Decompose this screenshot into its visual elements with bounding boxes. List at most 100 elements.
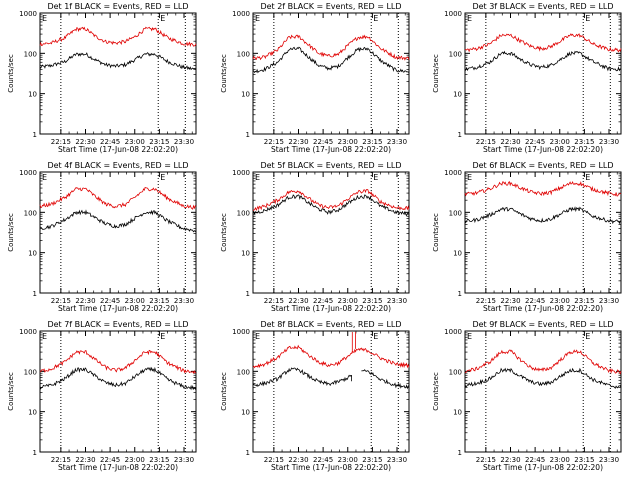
y-axis-label: Counts/sec: [7, 213, 15, 252]
detector-panel: Det 3f BLACK = Events, RED = LLD 1 10 100 10…: [432, 2, 622, 154]
y-tick-label: 1000: [19, 328, 37, 336]
events-series-line: [39, 209, 197, 233]
event-marker-label: E: [42, 332, 47, 341]
y-tick-label: 10: [453, 91, 462, 99]
x-axis-label: Start Time (17-Jun-08 22:02:20): [271, 463, 391, 472]
y-tick-label: 10: [241, 91, 250, 99]
event-marker-label: E: [373, 173, 378, 182]
x-tick-label: 22:30: [500, 138, 520, 146]
y-tick-label: 100: [449, 50, 462, 58]
events-series-line: [464, 206, 622, 225]
x-tick-label: 22:15: [264, 456, 284, 464]
x-tick-label: 22:30: [288, 456, 308, 464]
y-tick-label: 1000: [232, 10, 250, 18]
x-tick-label: 23:30: [599, 456, 619, 464]
plot-frame: [39, 12, 197, 135]
x-tick-label: 23:00: [338, 297, 358, 305]
y-tick-label: 10: [28, 409, 37, 417]
panel-title: Det 1f BLACK = Events, RED = LLD: [47, 2, 188, 11]
event-marker-label: E: [255, 14, 260, 23]
x-tick-label: 22:30: [500, 456, 520, 464]
x-tick-label: 22:45: [525, 297, 545, 305]
event-marker-label: E: [585, 332, 590, 341]
y-tick-label: 100: [449, 368, 462, 376]
x-tick-label: 22:30: [75, 456, 95, 464]
y-tick-label: 1: [458, 290, 462, 298]
x-tick-label: 23:15: [574, 297, 594, 305]
y-tick-label: 100: [24, 50, 37, 58]
plot-frame: [39, 171, 197, 294]
x-tick-label: 22:15: [476, 456, 496, 464]
x-axis-label: Start Time (17-Jun-08 22:02:20): [58, 463, 178, 472]
y-tick-label: 1: [246, 290, 250, 298]
x-tick-label: 23:15: [149, 297, 169, 305]
events-series-line: [464, 50, 622, 72]
y-axis-label: Counts/sec: [7, 372, 15, 411]
y-axis-label: Counts/sec: [220, 54, 228, 93]
x-axis-label: Start Time (17-Jun-08 22:02:20): [58, 145, 178, 154]
panel-title: Det 3f BLACK = Events, RED = LLD: [472, 2, 613, 11]
x-tick-label: 22:15: [51, 297, 71, 305]
x-tick-label: 22:15: [476, 297, 496, 305]
y-tick-label: 10: [241, 250, 250, 258]
x-tick-label: 23:30: [599, 138, 619, 146]
y-tick-label: 1: [458, 449, 462, 457]
y-tick-label: 100: [449, 209, 462, 217]
lld-series-line: [252, 188, 410, 212]
x-axis-label: Start Time (17-Jun-08 22:02:20): [271, 145, 391, 154]
y-axis-label: Counts/sec: [432, 213, 440, 252]
detector-panel: Det 7f BLACK = Events, RED = LLD 1 10 100 10…: [7, 320, 197, 472]
x-tick-label: 23:30: [387, 138, 407, 146]
events-series-line: [464, 367, 622, 389]
lld-series-line: [252, 34, 410, 61]
y-axis-label: Counts/sec: [432, 372, 440, 411]
y-tick-label: 1: [33, 290, 37, 298]
lld-series-line: [39, 186, 197, 210]
x-tick-label: 22:45: [525, 138, 545, 146]
y-tick-label: 1000: [444, 10, 462, 18]
y-tick-label: 10: [28, 91, 37, 99]
x-tick-label: 22:45: [525, 456, 545, 464]
x-tick-label: 22:15: [51, 138, 71, 146]
event-marker-label: E: [467, 332, 472, 341]
y-tick-label: 10: [453, 409, 462, 417]
event-marker-label: E: [373, 14, 378, 23]
panel-title: Det 8f BLACK = Events, RED = LLD: [260, 320, 401, 329]
y-tick-label: 1000: [19, 10, 37, 18]
x-tick-label: 23:00: [550, 297, 570, 305]
x-tick-label: 23:00: [125, 138, 145, 146]
detector-panel: Det 6f BLACK = Events, RED = LLD 1 10 100 10…: [432, 161, 622, 313]
x-tick-label: 23:30: [174, 138, 194, 146]
plot-frame: [39, 330, 197, 453]
x-tick-label: 23:00: [550, 138, 570, 146]
detector-panel: Det 9f BLACK = Events, RED = LLD 1 10 100 10…: [432, 320, 622, 472]
lld-series-line: [464, 33, 622, 53]
event-marker-label: E: [467, 14, 472, 23]
event-marker-label: E: [373, 332, 378, 341]
x-tick-label: 23:00: [338, 138, 358, 146]
x-axis-label: Start Time (17-Jun-08 22:02:20): [58, 304, 178, 313]
x-tick-label: 22:30: [75, 297, 95, 305]
panel-title: Det 4f BLACK = Events, RED = LLD: [47, 161, 188, 170]
panel-title: Det 2f BLACK = Events, RED = LLD: [260, 2, 401, 11]
events-series-line: [39, 366, 197, 391]
plot-frame: [252, 12, 410, 135]
event-marker-label: E: [42, 173, 47, 182]
x-tick-label: 23:00: [338, 456, 358, 464]
lld-series-line: [252, 332, 410, 369]
x-tick-label: 22:30: [75, 138, 95, 146]
y-tick-label: 1000: [19, 169, 37, 177]
x-tick-label: 22:15: [264, 297, 284, 305]
y-tick-label: 1: [458, 131, 462, 139]
detector-panel: Det 1f BLACK = Events, RED = LLD 1 10 100 10…: [7, 2, 197, 154]
detector-panel: Det 2f BLACK = Events, RED = LLD 1 10 100 10…: [220, 2, 410, 154]
x-tick-label: 23:15: [362, 138, 382, 146]
event-marker-label: E: [160, 14, 165, 23]
detector-panel: Det 4f BLACK = Events, RED = LLD 1 10 100 10…: [7, 161, 197, 313]
x-tick-label: 23:15: [574, 138, 594, 146]
y-tick-label: 1: [246, 449, 250, 457]
y-tick-label: 100: [237, 368, 250, 376]
panel-title: Det 9f BLACK = Events, RED = LLD: [472, 320, 613, 329]
y-axis-label: Counts/sec: [220, 213, 228, 252]
